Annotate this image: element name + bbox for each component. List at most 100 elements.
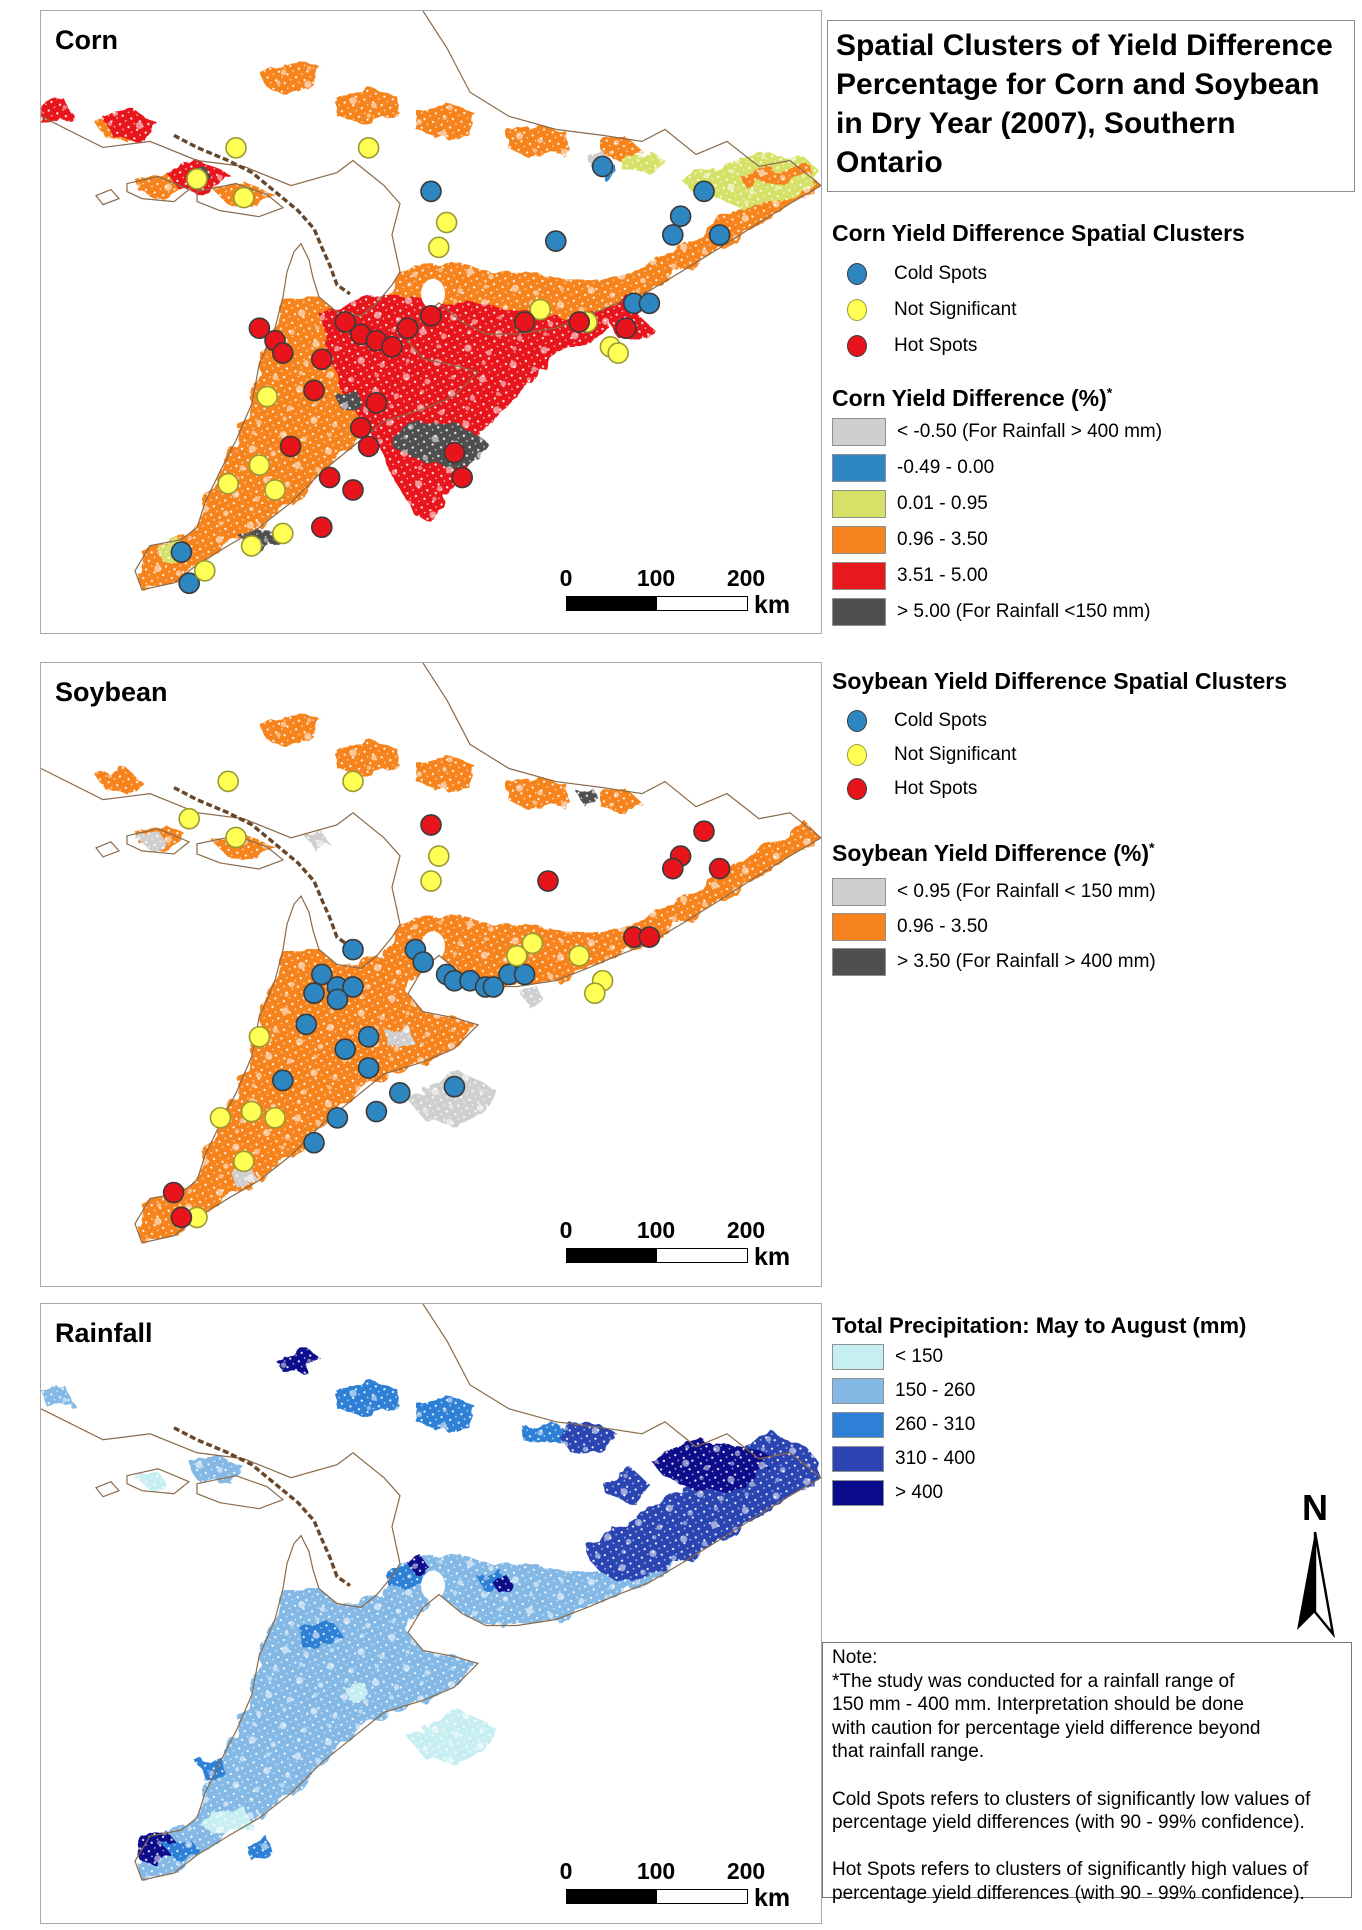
scale-unit: km [754, 1884, 791, 1912]
corn-clusters-legend-title: Corn Yield Difference Spatial Clusters [832, 220, 1245, 247]
cluster-dot-not_significant [256, 385, 278, 408]
cluster-dot-hot [303, 379, 325, 402]
legend-item-not_significant: Not Significant [843, 738, 1017, 772]
note-line: percentage yield differences (with 90 - … [832, 1812, 1305, 1834]
cluster-dot-hot [615, 317, 637, 340]
figure-title: Spatial Clusters of Yield Difference Per… [827, 20, 1355, 192]
legend-item-label: 0.96 - 3.50 [897, 915, 988, 937]
note-line [832, 1835, 1342, 1859]
note-line: Hot Spots refers to clusters of signific… [832, 1859, 1309, 1881]
cluster-dot-cold [295, 1013, 318, 1036]
note-line: with caution for percentage yield differ… [832, 1717, 1261, 1739]
cluster-dot-not_significant [240, 1100, 263, 1123]
cluster-dot-hot [693, 820, 715, 843]
corn-classes-legend-title: Corn Yield Difference (%)* [832, 385, 1112, 412]
soybean-clusters-legend-title: Soybean Yield Difference Spatial Cluster… [832, 668, 1287, 695]
note-line: *The study was conducted for a rainfall … [832, 1670, 1235, 1692]
cluster-dot-cold [638, 292, 661, 315]
cluster-dot-cold [544, 230, 567, 252]
soybean-classes-footnote-mark: * [1148, 840, 1155, 857]
cluster-dot-cold [342, 938, 364, 961]
cluster-dot-not_significant [264, 479, 286, 501]
cluster-dot-not_significant [217, 472, 239, 495]
cluster-dot-hot [357, 435, 380, 458]
cluster-dot-hot [318, 466, 341, 489]
note-line [832, 1764, 1342, 1788]
cluster-dot-hot [170, 1206, 193, 1229]
soybean-map [41, 663, 821, 1286]
map-label-rainfall: Rainfall [55, 1318, 153, 1348]
cluster-dot-hot [568, 311, 591, 333]
legend-item-hot: Hot Spots [843, 328, 1017, 364]
legend-item-label: Cold Spots [894, 263, 987, 284]
legend-swatch [832, 1378, 884, 1404]
scale-unit: km [754, 591, 791, 619]
cluster-dot-not_significant [264, 1106, 286, 1129]
legend-swatch [832, 1344, 884, 1370]
cluster-dot-not_significant [435, 211, 458, 234]
cluster-dot-cold [178, 572, 200, 595]
corn-map [41, 11, 821, 633]
legend-item-hot: Hot Spots [843, 772, 1017, 806]
legend-item-cold: Cold Spots [843, 704, 1017, 738]
legend-dot-hot [847, 778, 867, 800]
soybean-classes-legend-title: Soybean Yield Difference (%)* [832, 840, 1155, 867]
legend-dot-not_significant [847, 744, 867, 766]
map-label-soybean: Soybean [55, 677, 168, 707]
map-panel-corn: Corn 0 100 200 km [40, 10, 822, 634]
scale-tick: 100 [636, 1217, 676, 1243]
legend-item: < 150 [832, 1340, 975, 1374]
cluster-dot-hot [661, 857, 684, 880]
scale-bar: 0 100 200 km [553, 565, 818, 627]
cluster-dot-cold [303, 982, 325, 1005]
cluster-dot-not_significant [248, 454, 271, 476]
precipitation-legend: < 150 150 - 260 260 - 310 310 - 400 > 40… [832, 1340, 975, 1510]
cluster-dot-not_significant [427, 845, 450, 867]
precipitation-legend-title: Total Precipitation: May to August (mm) [832, 1313, 1246, 1339]
map-panel-rainfall: Rainfall 0 100 200 km [40, 1303, 822, 1924]
legend-item-label: < 150 [895, 1346, 944, 1367]
legend-item: 260 - 310 [832, 1408, 975, 1442]
north-arrow: N [1283, 1490, 1347, 1638]
legend-item: > 3.50 (For Rainfall > 400 mm) [832, 944, 1156, 979]
cluster-dot-not_significant [225, 826, 247, 849]
cluster-dot-cold [661, 224, 684, 246]
legend-item-label: 310 - 400 [895, 1448, 976, 1469]
cluster-dot-hot [310, 348, 333, 371]
cluster-dot-cold [420, 180, 442, 203]
cluster-dot-hot [396, 317, 419, 340]
scale-bar-rule [566, 1889, 748, 1904]
legend-item: 310 - 400 [832, 1442, 975, 1476]
cluster-dot-not_significant [194, 559, 216, 582]
scale-tick: 0 [559, 565, 573, 591]
legend-item-label: > 5.00 (For Rainfall <150 mm) [897, 601, 1151, 622]
legend-swatch [832, 454, 886, 482]
legend-swatch [832, 490, 886, 518]
legend-item-label: Hot Spots [894, 778, 978, 799]
cluster-dot-not_significant [529, 298, 552, 321]
cluster-dot-cold [326, 1106, 349, 1129]
legend-item-label: 260 - 310 [895, 1414, 976, 1435]
north-arrow-label: N [1302, 1487, 1328, 1528]
cluster-dot-cold [170, 541, 193, 563]
legend-dot-cold [847, 710, 867, 732]
legend-item-label: > 3.50 (For Rainfall > 400 mm) [897, 950, 1156, 972]
cluster-dot-hot [310, 516, 333, 539]
scale-tick: 200 [726, 1217, 766, 1243]
cluster-dot-hot [381, 336, 403, 358]
cluster-dot-cold [357, 1057, 380, 1079]
corn-classes-legend: < -0.50 (For Rainfall > 400 mm) -0.49 - … [832, 414, 1162, 630]
legend-item: 150 - 260 [832, 1374, 975, 1408]
cluster-dot-not_significant [342, 770, 364, 793]
cluster-dot-not_significant [248, 1025, 271, 1048]
legend-item: 0.96 - 3.50 [832, 522, 1162, 558]
map-label-corn: Corn [55, 25, 118, 55]
cluster-dot-cold [513, 963, 536, 986]
cluster-dot-not_significant [233, 1150, 255, 1173]
legend-item: > 400 [832, 1476, 975, 1510]
cluster-dot-hot [342, 479, 364, 501]
cluster-dot-cold [365, 1100, 388, 1123]
cluster-dot-hot [272, 342, 294, 364]
note-line: percentage yield differences (with 90 - … [832, 1882, 1305, 1904]
